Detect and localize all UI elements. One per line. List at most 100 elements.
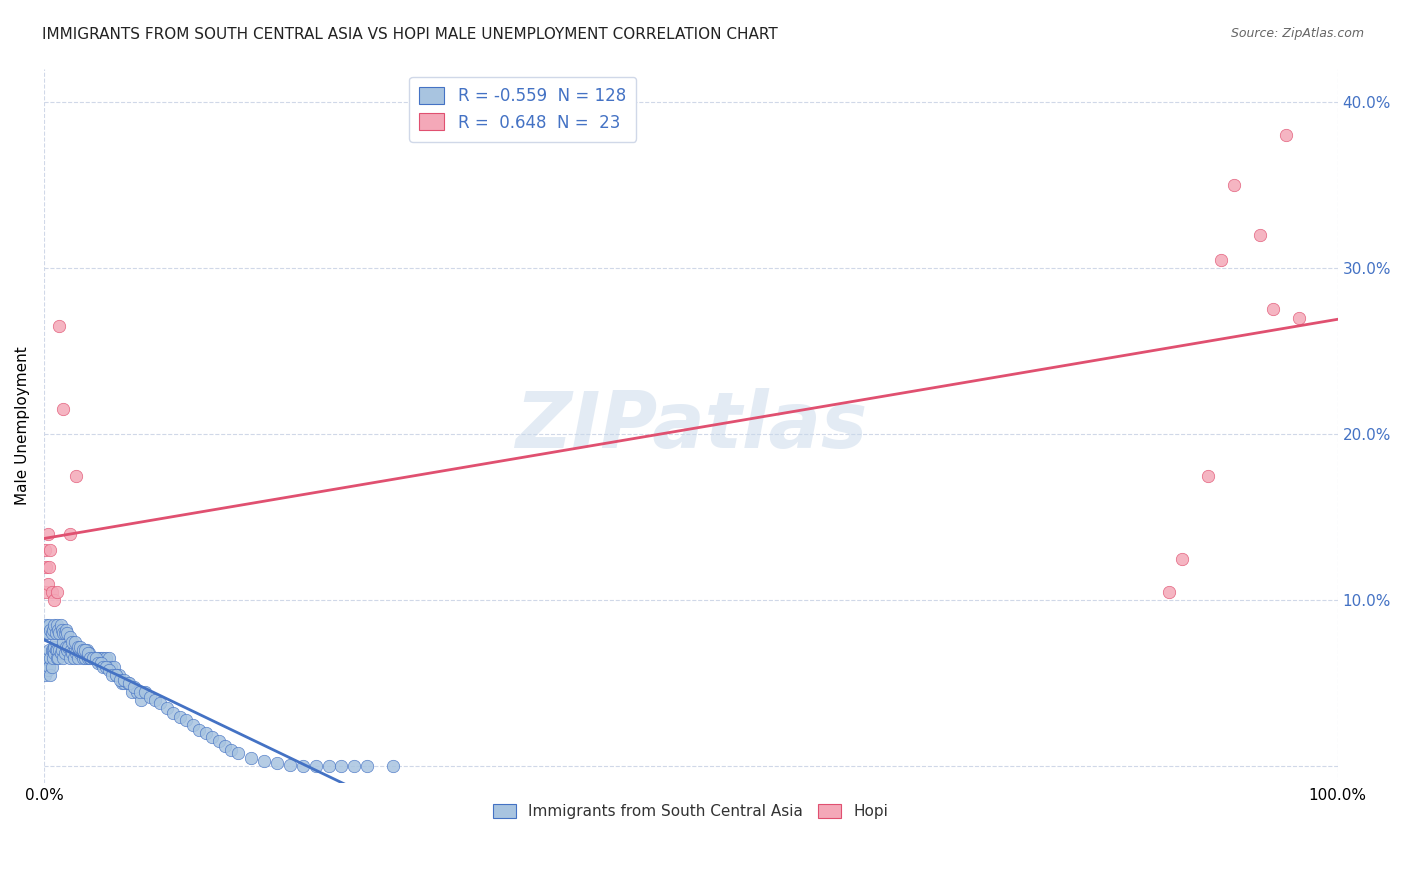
Point <box>41 659 63 673</box>
Point <box>110 673 132 687</box>
Point <box>58 640 80 654</box>
Point <box>55 623 77 637</box>
Point <box>1171 551 1194 566</box>
Point <box>42 651 65 665</box>
Point <box>356 759 378 773</box>
Point <box>46 623 69 637</box>
Point <box>174 713 197 727</box>
Text: IMMIGRANTS FROM SOUTH CENTRAL ASIA VS HOPI MALE UNEMPLOYMENT CORRELATION CHART: IMMIGRANTS FROM SOUTH CENTRAL ASIA VS HO… <box>42 27 778 42</box>
Point <box>90 657 112 671</box>
Point <box>37 526 59 541</box>
Point <box>44 618 66 632</box>
Point <box>201 730 224 744</box>
Point <box>59 630 82 644</box>
Point <box>41 643 63 657</box>
Legend: Immigrants from South Central Asia, Hopi: Immigrants from South Central Asia, Hopi <box>486 798 894 825</box>
Point <box>35 585 58 599</box>
Point <box>59 526 82 541</box>
Point <box>1249 227 1271 242</box>
Point <box>93 659 115 673</box>
Point <box>53 647 76 661</box>
Point <box>1275 128 1298 142</box>
Point <box>156 701 179 715</box>
Point <box>52 651 75 665</box>
Point <box>45 585 67 599</box>
Point <box>162 706 184 721</box>
Point <box>100 659 122 673</box>
Point <box>93 651 115 665</box>
Point <box>37 576 59 591</box>
Point <box>105 668 128 682</box>
Point <box>1288 310 1310 325</box>
Point <box>45 651 67 665</box>
Point <box>52 402 75 417</box>
Point <box>112 676 135 690</box>
Point <box>38 618 60 632</box>
Point <box>94 651 117 665</box>
Point <box>266 756 288 770</box>
Point <box>82 651 104 665</box>
Text: Source: ZipAtlas.com: Source: ZipAtlas.com <box>1230 27 1364 40</box>
Point <box>39 651 62 665</box>
Point <box>37 626 59 640</box>
Point <box>41 585 63 599</box>
Point <box>44 626 66 640</box>
Point <box>149 696 172 710</box>
Point <box>53 626 76 640</box>
Point <box>1197 468 1219 483</box>
Point <box>72 651 94 665</box>
Point <box>97 651 120 665</box>
Point <box>1159 585 1181 599</box>
Point <box>77 647 100 661</box>
Point <box>51 643 73 657</box>
Point <box>343 759 366 773</box>
Point <box>94 659 117 673</box>
Point <box>75 643 97 657</box>
Point <box>35 659 58 673</box>
Point <box>291 759 314 773</box>
Point <box>112 673 135 687</box>
Point <box>39 668 62 682</box>
Point <box>117 676 139 690</box>
Point <box>118 676 141 690</box>
Point <box>134 684 156 698</box>
Point <box>48 643 70 657</box>
Point <box>318 759 340 773</box>
Point <box>97 663 120 677</box>
Point <box>65 647 87 661</box>
Point <box>63 643 86 657</box>
Point <box>128 684 150 698</box>
Point <box>42 643 65 657</box>
Point <box>194 726 217 740</box>
Point <box>90 651 112 665</box>
Point <box>44 647 66 661</box>
Point <box>69 640 91 654</box>
Point <box>69 647 91 661</box>
Point <box>38 659 60 673</box>
Point <box>121 684 143 698</box>
Point <box>129 693 152 707</box>
Point <box>34 626 56 640</box>
Point <box>108 668 131 682</box>
Point <box>84 651 107 665</box>
Point <box>169 709 191 723</box>
Point <box>60 635 83 649</box>
Y-axis label: Male Unemployment: Male Unemployment <box>15 346 30 505</box>
Point <box>37 651 59 665</box>
Point <box>62 651 84 665</box>
Point <box>41 626 63 640</box>
Point <box>39 623 62 637</box>
Point <box>37 663 59 677</box>
Point <box>67 643 90 657</box>
Point <box>188 723 211 737</box>
Point <box>75 651 97 665</box>
Point <box>59 651 82 665</box>
Point <box>304 759 326 773</box>
Point <box>82 651 104 665</box>
Point <box>44 643 66 657</box>
Point <box>181 718 204 732</box>
Point <box>34 668 56 682</box>
Point <box>39 543 62 558</box>
Point <box>42 623 65 637</box>
Point <box>207 734 229 748</box>
